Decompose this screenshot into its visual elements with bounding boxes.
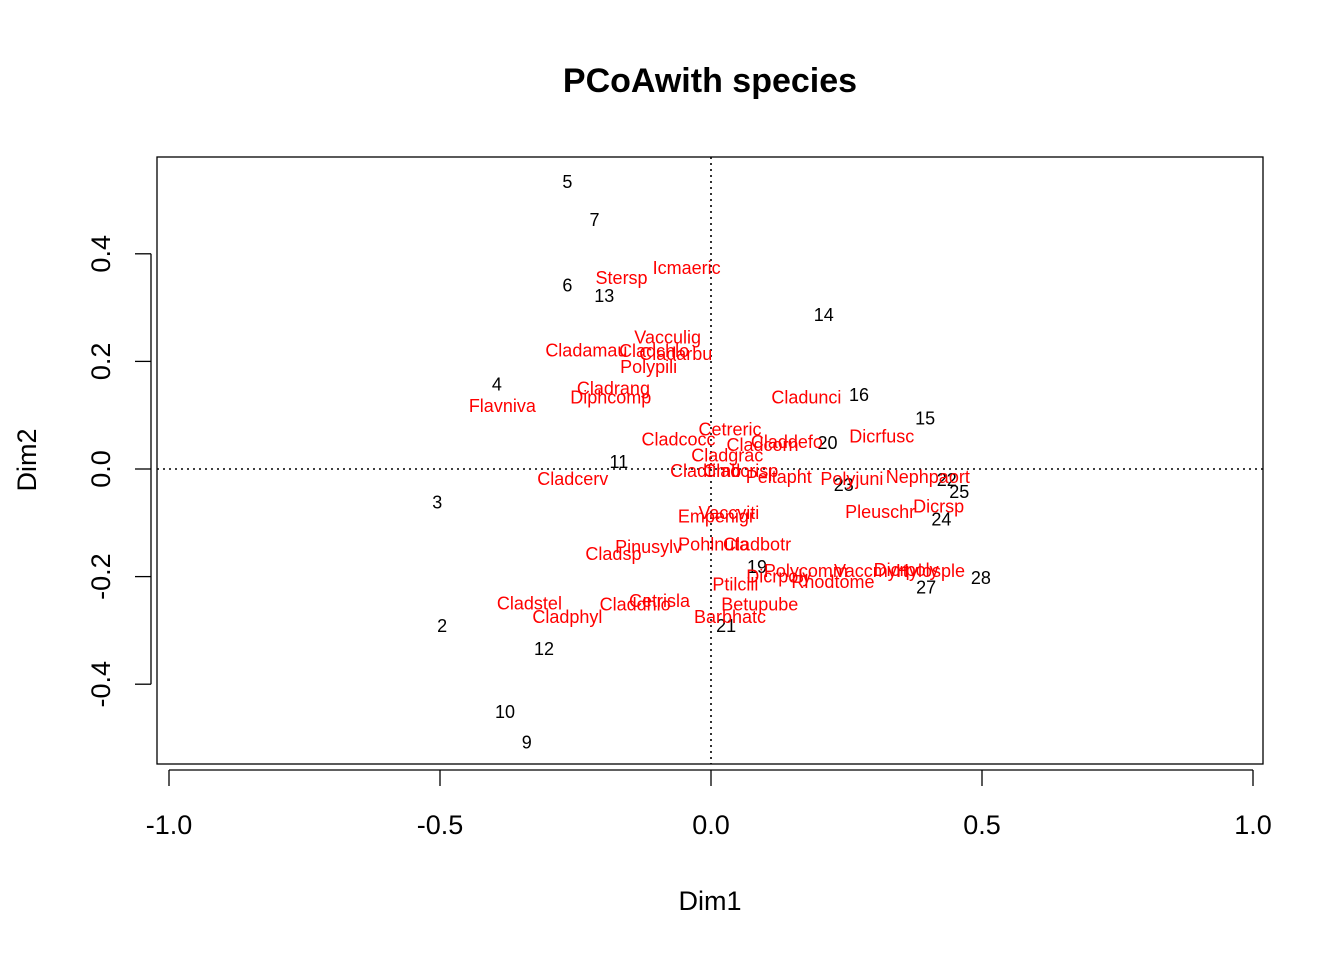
site-label: 9 <box>522 732 532 752</box>
y-axis: -0.4 -0.2 0.0 0.2 0.4 <box>86 235 152 708</box>
species-label: Rhodtome <box>791 572 874 592</box>
species-label: Claddhlo <box>600 595 671 615</box>
species-label: Vaccmyrt <box>834 561 908 581</box>
chart-title: PCoAwith species <box>563 62 857 100</box>
site-label: 15 <box>915 408 935 428</box>
x-tick-label: 0.5 <box>963 810 1001 840</box>
species-label: Cladstel <box>497 594 562 614</box>
y-axis-label: Dim2 <box>12 428 42 491</box>
x-tick-label: 1.0 <box>1234 810 1272 840</box>
species-label: Hylosple <box>896 561 965 581</box>
species-label: Cladphyl <box>532 607 602 627</box>
site-label: 4 <box>492 375 502 395</box>
species-label: Pohlnuta <box>678 534 750 554</box>
x-tick-label: -1.0 <box>146 810 193 840</box>
site-label: 25 <box>949 482 969 502</box>
site-label: 3 <box>432 492 442 512</box>
species-label: Dicrpoly <box>746 567 811 587</box>
species-label: Claddefo <box>751 432 823 452</box>
site-label: 23 <box>834 475 854 495</box>
site-label: 14 <box>814 305 834 325</box>
species-label: Barbhatc <box>694 607 766 627</box>
species-label: Ptilcili <box>712 575 758 595</box>
species-label: Cladfimb <box>670 461 741 481</box>
species-label: Polypili <box>620 357 677 377</box>
species-label: Dicrfusc <box>849 427 914 447</box>
species-label: Dicrsp <box>913 497 964 517</box>
species-label: Cladgrac <box>691 446 763 466</box>
species-label: Empenigr <box>678 506 755 526</box>
site-label: 6 <box>562 276 572 296</box>
x-axis: -1.0 -0.5 0.0 0.5 1.0 <box>146 769 1272 840</box>
plot-frame <box>156 156 1264 765</box>
site-label: 19 <box>747 557 767 577</box>
x-tick-label: 0.0 <box>692 810 730 840</box>
species-label: Cladchlo <box>619 341 689 361</box>
species-label: Cladrang <box>577 378 650 398</box>
site-label: 7 <box>589 210 599 230</box>
y-tick-label: -0.4 <box>86 661 116 708</box>
site-label: 22 <box>937 470 957 490</box>
species-label: Cladarbu <box>639 344 712 364</box>
species-label: Cladamau <box>545 341 627 361</box>
species-label: Cladcrisp <box>703 461 778 481</box>
species-label: Polyjuni <box>820 469 883 489</box>
site-label: 2 <box>437 616 447 636</box>
species-label: Cetrisla <box>629 591 691 611</box>
site-label: 12 <box>534 639 554 659</box>
species-label: Stersp <box>596 268 648 288</box>
site-label: 27 <box>916 577 936 597</box>
species-label: Icmaeric <box>653 258 721 278</box>
species-label: Flavniva <box>469 396 537 416</box>
species-label: Pleuschr <box>845 502 915 522</box>
site-label: 13 <box>594 286 614 306</box>
x-axis-label: Dim1 <box>678 886 741 916</box>
species-label: Cladcocc <box>641 429 715 449</box>
species-label: Vaccviti <box>699 503 760 523</box>
y-tick-label: -0.2 <box>86 553 116 600</box>
y-tick-label: 0.0 <box>86 450 116 488</box>
species-label: Betupube <box>721 595 798 615</box>
y-tick-label: 0.2 <box>86 343 116 381</box>
species-label: Diphcomp <box>570 387 651 407</box>
species-label: Cladcerv <box>537 469 608 489</box>
species-label: Pinusylv <box>615 537 682 557</box>
species-label: Cladcorn <box>726 435 798 455</box>
species-label: Nephpaort <box>886 467 970 487</box>
site-label: 16 <box>849 385 869 405</box>
y-tick-label: 0.4 <box>86 235 116 273</box>
species-label: Cladunci <box>771 387 841 407</box>
site-label: 5 <box>562 172 572 192</box>
site-label: 28 <box>971 568 991 588</box>
site-label: 24 <box>931 510 951 530</box>
x-tick-label: -0.5 <box>417 810 464 840</box>
species-label: Cladbotr <box>723 534 791 554</box>
species-labels: IcmaericSterspVacculigCladamauCladchloCl… <box>469 258 970 627</box>
species-label: Polycomm <box>764 561 848 581</box>
species-label: Peltapht <box>746 467 812 487</box>
species-label: Cladsp <box>585 544 641 564</box>
species-label: Dicrpoly <box>874 560 939 580</box>
site-label: 21 <box>716 616 736 636</box>
species-label: Cetreric <box>698 420 761 440</box>
site-label: 10 <box>495 702 515 722</box>
species-label: Vacculig <box>634 328 701 348</box>
site-label: 11 <box>610 452 629 472</box>
site-label: 20 <box>818 433 838 453</box>
